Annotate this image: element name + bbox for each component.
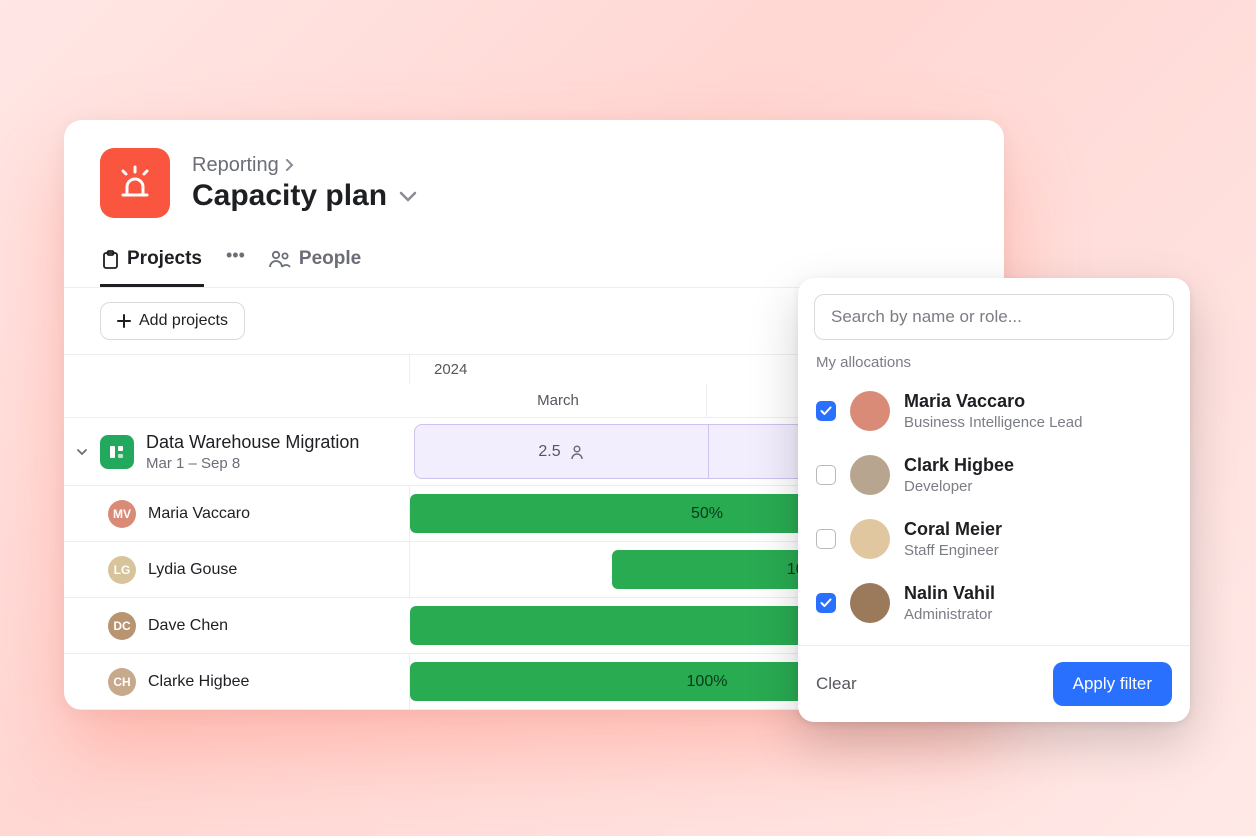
avatar [850, 583, 890, 623]
filter-person-role: Administrator [904, 606, 995, 623]
breadcrumb[interactable]: Reporting [192, 154, 417, 177]
person-name: Lydia Gouse [148, 561, 237, 579]
check-icon [820, 598, 832, 608]
project-row[interactable]: Data Warehouse Migration Mar 1 – Sep 8 [64, 418, 410, 486]
clear-button[interactable]: Clear [816, 674, 857, 694]
project-dates: Mar 1 – Sep 8 [146, 455, 359, 472]
filter-person-row[interactable]: Nalin Vahil Administrator [814, 571, 1174, 635]
project-name: Data Warehouse Migration [146, 432, 359, 453]
avatar [850, 519, 890, 559]
clipboard-icon [102, 250, 119, 269]
filter-people-list: Maria Vaccaro Business Intelligence Lead C… [798, 379, 1190, 645]
filter-person-row[interactable]: Coral Meier Staff Engineer [814, 507, 1174, 571]
tab-more-icon[interactable]: ••• [226, 245, 245, 280]
tab-people[interactable]: People [267, 238, 363, 287]
filter-popover: Search by name or role... My allocations… [798, 278, 1190, 722]
filter-person-name: Maria Vaccaro [904, 391, 1082, 412]
checkbox[interactable] [816, 529, 836, 549]
check-icon [820, 406, 832, 416]
search-placeholder: Search by name or role... [831, 307, 1022, 326]
siren-icon [115, 163, 155, 203]
person-icon [569, 444, 585, 460]
person-row[interactable]: CH Clarke Higbee [64, 654, 410, 710]
filter-footer: Clear Apply filter [798, 645, 1190, 722]
tab-people-label: People [299, 248, 361, 270]
chevron-down-icon[interactable] [76, 447, 88, 457]
search-input[interactable]: Search by name or role... [814, 294, 1174, 340]
filter-person-role: Business Intelligence Lead [904, 414, 1082, 431]
person-row[interactable]: MV Maria Vaccaro [64, 486, 410, 542]
avatar [850, 391, 890, 431]
avatar: CH [108, 668, 136, 696]
person-name: Maria Vaccaro [148, 505, 250, 523]
filter-person-role: Developer [904, 478, 1014, 495]
add-projects-label: Add projects [139, 312, 228, 330]
allocation-value: 2.5 [538, 443, 560, 461]
add-projects-button[interactable]: Add projects [100, 302, 245, 340]
avatar: MV [108, 500, 136, 528]
filter-person-row[interactable]: Maria Vaccaro Business Intelligence Lead [814, 379, 1174, 443]
avatar [850, 455, 890, 495]
header: Reporting Capacity plan [64, 120, 1004, 228]
tab-projects[interactable]: Projects [100, 238, 204, 287]
checkbox[interactable] [816, 401, 836, 421]
filter-person-name: Nalin Vahil [904, 583, 995, 604]
person-name: Dave Chen [148, 617, 228, 635]
filter-person-name: Coral Meier [904, 519, 1002, 540]
plus-icon [117, 314, 131, 328]
filter-person-name: Clark Higbee [904, 455, 1014, 476]
chevron-right-icon [285, 159, 295, 171]
checkbox[interactable] [816, 593, 836, 613]
person-row[interactable]: LG Lydia Gouse [64, 542, 410, 598]
filter-person-row[interactable]: Clark Higbee Developer [814, 443, 1174, 507]
avatar: DC [108, 612, 136, 640]
app-icon [100, 148, 170, 218]
apply-filter-button[interactable]: Apply filter [1053, 662, 1172, 706]
filter-person-role: Staff Engineer [904, 542, 1002, 559]
person-name: Clarke Higbee [148, 673, 249, 691]
breadcrumb-label: Reporting [192, 154, 279, 177]
tab-projects-label: Projects [127, 248, 202, 270]
person-row[interactable]: DC Dave Chen [64, 598, 410, 654]
timeline-month: March [410, 384, 707, 418]
project-badge-icon [100, 435, 134, 469]
filter-section-label: My allocations [798, 350, 1190, 379]
avatar: LG [108, 556, 136, 584]
chevron-down-icon[interactable] [399, 190, 417, 202]
page-title: Capacity plan [192, 179, 387, 213]
people-icon [269, 250, 291, 268]
checkbox[interactable] [816, 465, 836, 485]
